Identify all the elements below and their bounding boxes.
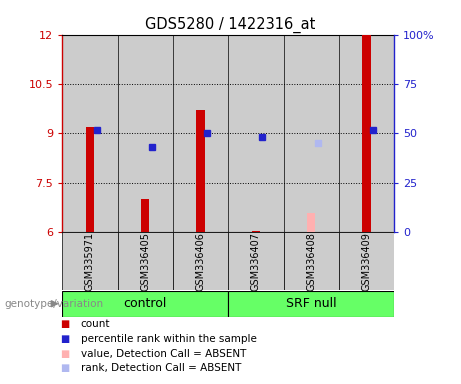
Bar (118, 35, 173, 232)
Text: GSM336408: GSM336408 (306, 232, 316, 291)
Text: value, Detection Call = ABSENT: value, Detection Call = ABSENT (81, 349, 246, 359)
Text: rank, Detection Call = ABSENT: rank, Detection Call = ABSENT (81, 363, 241, 373)
Text: GSM336406: GSM336406 (195, 232, 206, 291)
Text: GSM336407: GSM336407 (251, 232, 261, 291)
Bar (252, 231, 260, 232)
Bar (141, 199, 149, 232)
Bar (118, 232, 173, 290)
Text: control: control (124, 297, 167, 310)
Bar (62, 291, 228, 317)
Text: GSM336409: GSM336409 (361, 232, 372, 291)
Bar (228, 291, 394, 317)
Bar (62, 232, 118, 290)
Text: genotype/variation: genotype/variation (5, 299, 104, 309)
Text: ■: ■ (60, 334, 69, 344)
Text: GSM335971: GSM335971 (85, 232, 95, 291)
Bar (284, 232, 339, 290)
Text: percentile rank within the sample: percentile rank within the sample (81, 334, 257, 344)
Bar (173, 35, 228, 232)
Bar (339, 232, 394, 290)
Text: ■: ■ (60, 319, 69, 329)
Text: SRF null: SRF null (286, 297, 337, 310)
Bar (339, 35, 394, 232)
Text: ■: ■ (60, 363, 69, 373)
Text: GSM336405: GSM336405 (140, 232, 150, 291)
Bar (307, 213, 315, 232)
Text: count: count (81, 319, 110, 329)
Bar (86, 127, 94, 232)
Bar (228, 232, 284, 290)
Bar (228, 35, 284, 232)
Bar (362, 35, 371, 232)
Text: GDS5280 / 1422316_at: GDS5280 / 1422316_at (145, 17, 316, 33)
Bar (284, 35, 339, 232)
Text: ■: ■ (60, 349, 69, 359)
Bar (196, 110, 205, 232)
Bar (62, 35, 118, 232)
Bar (173, 232, 228, 290)
